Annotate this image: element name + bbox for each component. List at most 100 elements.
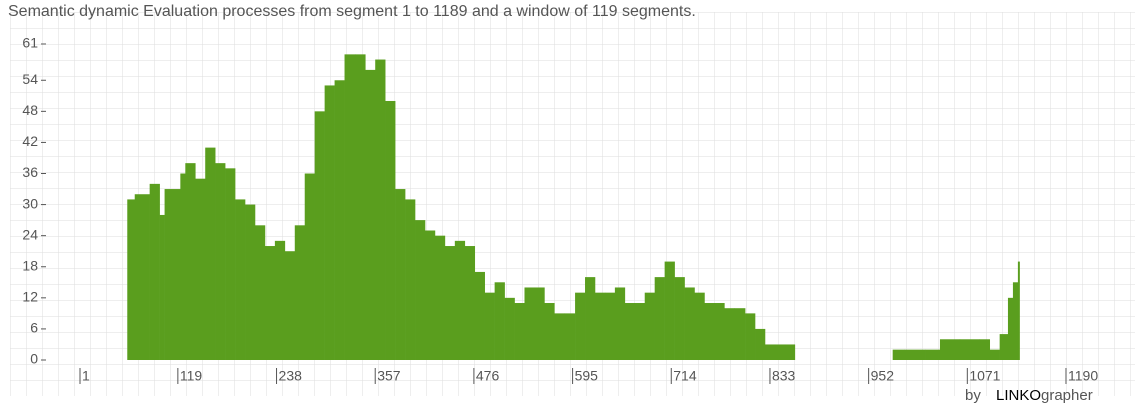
bar <box>999 334 1009 360</box>
bar <box>159 214 165 360</box>
x-tick-label: 595 <box>575 368 599 384</box>
bar <box>395 189 406 360</box>
y-tick-label: 18 <box>22 257 38 273</box>
bar <box>134 194 150 360</box>
y-tick-label: 48 <box>22 102 38 118</box>
bar <box>127 199 136 360</box>
bar <box>904 349 926 360</box>
bar <box>245 204 256 360</box>
bar <box>504 297 515 360</box>
bar <box>734 308 746 360</box>
bar <box>334 80 345 360</box>
bar <box>925 349 941 360</box>
chart-title: Semantic dynamic Evaluation processes fr… <box>8 3 696 20</box>
bar <box>274 240 286 360</box>
x-tick-label: 833 <box>772 368 796 384</box>
x-tick-label: 357 <box>377 368 401 384</box>
bar <box>654 277 665 360</box>
bar <box>225 168 236 360</box>
bar <box>205 147 216 360</box>
bar <box>585 277 596 360</box>
x-tick-label: 238 <box>279 368 303 384</box>
bar <box>674 277 685 360</box>
credit-prefix: by <box>965 387 981 404</box>
bar <box>375 59 386 360</box>
y-tick-label: 0 <box>30 351 38 367</box>
y-tick-label: 61 <box>22 35 38 51</box>
bar <box>554 313 565 360</box>
x-tick-label: 714 <box>673 368 697 384</box>
bar <box>444 246 456 360</box>
bar <box>745 313 756 360</box>
bar <box>979 339 991 360</box>
y-tick-label: 54 <box>22 71 38 87</box>
bar <box>484 292 495 360</box>
bar <box>1017 261 1020 360</box>
bar <box>434 235 446 360</box>
credit-suffix: grapher <box>1041 387 1093 404</box>
bar <box>704 303 715 360</box>
bar <box>594 292 606 360</box>
bar <box>405 199 416 360</box>
x-tick-label: 952 <box>871 368 895 384</box>
bar <box>494 282 505 360</box>
bar <box>524 287 535 360</box>
bar <box>180 173 186 360</box>
bar <box>989 349 1000 360</box>
bar <box>284 251 296 360</box>
bar <box>464 246 476 360</box>
bar <box>344 54 356 360</box>
bar <box>454 240 466 360</box>
bar <box>614 287 626 360</box>
bar <box>604 292 616 360</box>
bar <box>474 271 485 360</box>
bar <box>724 308 735 360</box>
x-tick-label: 1071 <box>969 368 1000 384</box>
bar <box>1012 282 1019 360</box>
bar <box>324 85 335 360</box>
y-tick-label: 36 <box>22 164 38 180</box>
bar <box>355 54 366 360</box>
bar <box>314 111 325 360</box>
bar <box>415 220 426 360</box>
bar <box>575 292 586 360</box>
bar <box>195 178 206 360</box>
bar <box>215 163 226 360</box>
bar <box>424 230 436 360</box>
y-tick-label: 6 <box>30 320 38 336</box>
bar <box>784 344 796 360</box>
bar <box>892 349 905 360</box>
bar <box>304 173 315 360</box>
bar <box>774 344 786 360</box>
bar <box>959 339 981 360</box>
bar <box>149 183 160 360</box>
bar <box>294 225 306 360</box>
credit-brand: LINKO <box>996 387 1041 404</box>
bar <box>664 261 675 360</box>
bar <box>254 225 266 360</box>
y-tick-label: 24 <box>22 226 38 242</box>
x-tick-label: 476 <box>476 368 500 384</box>
bar <box>544 303 555 360</box>
x-tick-label: 119 <box>180 368 203 384</box>
bar <box>385 100 396 360</box>
x-tick-label: 1 <box>82 368 90 384</box>
bar <box>164 189 181 360</box>
bar <box>764 344 776 360</box>
bar <box>634 303 646 360</box>
y-tick-label: 30 <box>22 195 38 211</box>
x-tick-label: 1190 <box>1068 368 1098 384</box>
bar <box>684 287 695 360</box>
bar <box>755 328 766 360</box>
bar <box>564 313 576 360</box>
bar <box>264 246 276 360</box>
bar <box>534 287 545 360</box>
bar <box>1007 297 1014 360</box>
bar <box>714 303 725 360</box>
bar <box>644 292 655 360</box>
bar <box>514 303 525 360</box>
y-tick-label: 12 <box>22 289 38 305</box>
bar <box>694 292 705 360</box>
bar <box>624 303 636 360</box>
